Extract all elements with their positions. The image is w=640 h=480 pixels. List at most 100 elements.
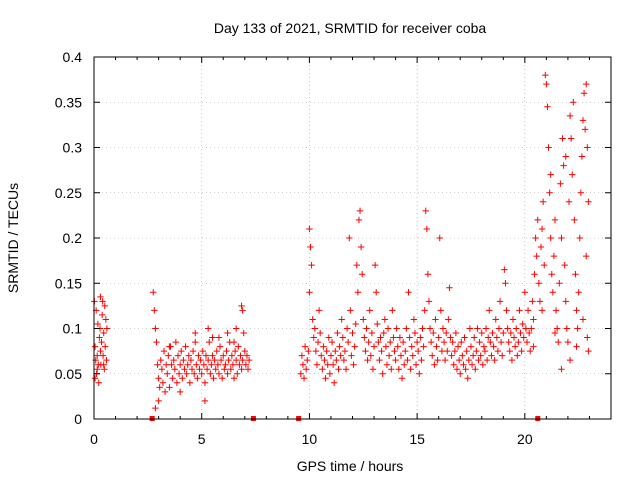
data-point — [224, 329, 231, 337]
data-point — [459, 352, 466, 359]
data-point — [240, 329, 247, 337]
data-point — [524, 307, 532, 314]
data-point — [510, 334, 518, 341]
data-point — [200, 361, 208, 368]
data-point — [358, 271, 366, 278]
data-point — [567, 135, 575, 142]
data-point — [218, 375, 226, 382]
data-point — [429, 352, 436, 359]
data-point — [481, 347, 489, 355]
data-point — [462, 366, 469, 373]
data-point — [201, 397, 209, 405]
data-point — [401, 361, 408, 368]
data-point — [392, 356, 399, 364]
data-point — [151, 307, 158, 314]
y-tick-label: 0.35 — [55, 94, 82, 110]
data-point — [486, 307, 493, 314]
data-point — [574, 325, 581, 332]
data-point — [327, 352, 335, 359]
y-tick-label: 0.1 — [63, 321, 83, 337]
data-point — [239, 307, 246, 314]
data-point — [518, 347, 525, 355]
data-point — [297, 370, 304, 377]
data-point — [308, 261, 315, 269]
data-point — [97, 347, 104, 355]
data-point — [299, 361, 307, 368]
data-point — [96, 334, 103, 341]
data-point — [471, 334, 478, 341]
data-point — [502, 280, 509, 287]
data-point — [520, 334, 527, 341]
data-point — [569, 171, 576, 178]
data-point — [421, 307, 428, 314]
data-point — [545, 144, 552, 151]
data-point — [437, 307, 445, 314]
data-point — [537, 243, 545, 251]
data-point — [170, 356, 177, 364]
data-point — [491, 356, 498, 364]
data-point — [499, 352, 506, 359]
data-point — [192, 338, 199, 346]
data-point — [477, 352, 484, 359]
data-point — [370, 343, 378, 350]
data-point — [393, 325, 400, 332]
data-point — [576, 234, 583, 242]
data-point — [391, 347, 398, 355]
data-point — [408, 343, 415, 350]
data-point — [536, 298, 544, 305]
data-point — [355, 216, 363, 224]
data-point — [158, 366, 166, 373]
data-point — [432, 316, 439, 323]
data-point — [306, 225, 313, 233]
data-point — [453, 366, 461, 373]
data-point — [386, 338, 394, 346]
data-point — [152, 404, 159, 412]
data-point — [208, 361, 215, 368]
data-point — [507, 329, 515, 337]
data-point — [551, 216, 559, 224]
data-point — [213, 347, 220, 355]
data-point — [102, 316, 110, 323]
data-point — [238, 366, 245, 373]
data-point — [457, 370, 464, 377]
data-point — [325, 334, 333, 341]
data-point — [579, 316, 587, 323]
data-point — [329, 361, 337, 368]
data-point — [304, 356, 311, 364]
data-point — [336, 343, 343, 350]
data-point — [97, 293, 104, 301]
data-point — [307, 243, 314, 251]
data-point — [343, 325, 351, 332]
data-point — [585, 198, 592, 205]
data-point — [101, 302, 108, 310]
data-point — [538, 307, 546, 314]
data-point — [199, 347, 206, 355]
data-point — [375, 338, 382, 346]
data-point — [468, 361, 476, 368]
data-point — [578, 153, 586, 160]
data-point — [363, 325, 370, 332]
data-point — [368, 329, 376, 337]
data-point — [211, 356, 218, 364]
data-point — [337, 352, 344, 359]
data-point — [487, 338, 494, 346]
data-point — [99, 352, 107, 359]
data-point — [222, 361, 229, 368]
data-point — [371, 261, 379, 269]
y-tick-label: 0 — [74, 411, 82, 427]
data-point — [573, 343, 580, 350]
data-point — [94, 352, 101, 359]
data-point — [422, 207, 429, 215]
data-point — [166, 343, 173, 350]
data-point — [182, 343, 189, 350]
data-point — [173, 379, 181, 386]
data-point — [527, 347, 534, 355]
data-point — [314, 338, 322, 346]
data-point — [423, 225, 431, 233]
data-point — [450, 361, 457, 368]
data-point — [446, 284, 453, 291]
data-point — [418, 356, 425, 364]
x-tick-label: 0 — [90, 431, 98, 447]
data-point — [330, 379, 338, 386]
data-point — [451, 347, 459, 355]
